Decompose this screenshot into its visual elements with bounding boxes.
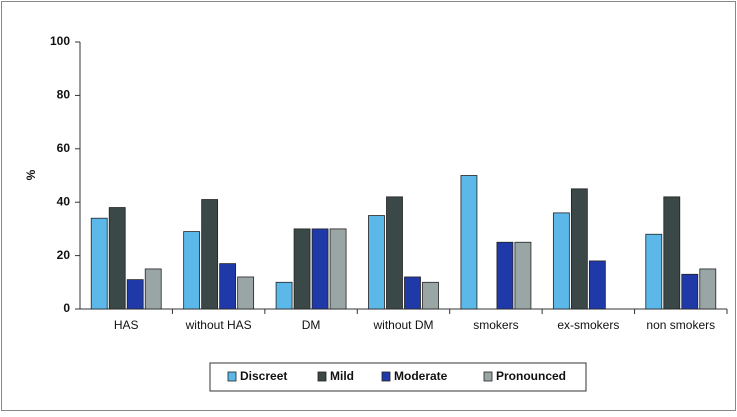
legend — [209, 362, 587, 392]
bar — [460, 175, 478, 310]
bar — [219, 263, 237, 310]
bar — [108, 207, 126, 310]
y-tick-label: 60 — [57, 141, 71, 155]
y-tick-label: 100 — [50, 34, 70, 48]
legend-label: Pronounced — [496, 369, 566, 383]
legend-swatch — [381, 371, 391, 382]
bar — [201, 199, 219, 310]
y-tick-label: 20 — [57, 248, 71, 262]
x-tick-label: without DM — [372, 318, 433, 332]
bar — [681, 273, 699, 310]
x-tick-label: HAS — [114, 318, 139, 332]
bar — [275, 281, 293, 310]
x-tick-label: DM — [302, 318, 321, 332]
bar — [496, 241, 514, 310]
bar — [663, 196, 681, 310]
bar — [329, 228, 347, 310]
bar — [126, 279, 144, 310]
bar — [237, 276, 255, 310]
x-tick-label: ex-smokers — [557, 318, 619, 332]
bar — [311, 228, 329, 310]
bar — [588, 260, 606, 310]
legend-swatch — [317, 371, 327, 382]
bar — [144, 268, 162, 310]
y-tick-label: 80 — [57, 88, 71, 102]
y-tick-label: 40 — [57, 194, 71, 208]
bar — [552, 212, 570, 310]
legend-swatch — [227, 371, 237, 382]
bar — [293, 228, 311, 310]
x-tick-label: without HAS — [185, 318, 252, 332]
bar — [368, 215, 385, 310]
bar — [514, 241, 532, 310]
x-tick-label: smokers — [473, 318, 518, 332]
y-tick-label: 0 — [63, 301, 70, 315]
y-axis-label: % — [24, 169, 38, 180]
bar — [404, 276, 421, 310]
bar — [645, 233, 663, 310]
legend-swatch — [483, 371, 493, 382]
bar — [183, 231, 201, 310]
bar — [570, 188, 588, 310]
bar — [90, 217, 108, 310]
legend-label: Mild — [330, 369, 354, 383]
bar — [699, 268, 717, 310]
legend-label: Moderate — [394, 369, 448, 383]
bar — [386, 196, 403, 310]
bar — [422, 281, 439, 310]
legend-label: Discreet — [240, 369, 287, 383]
x-tick-label: non smokers — [646, 318, 715, 332]
